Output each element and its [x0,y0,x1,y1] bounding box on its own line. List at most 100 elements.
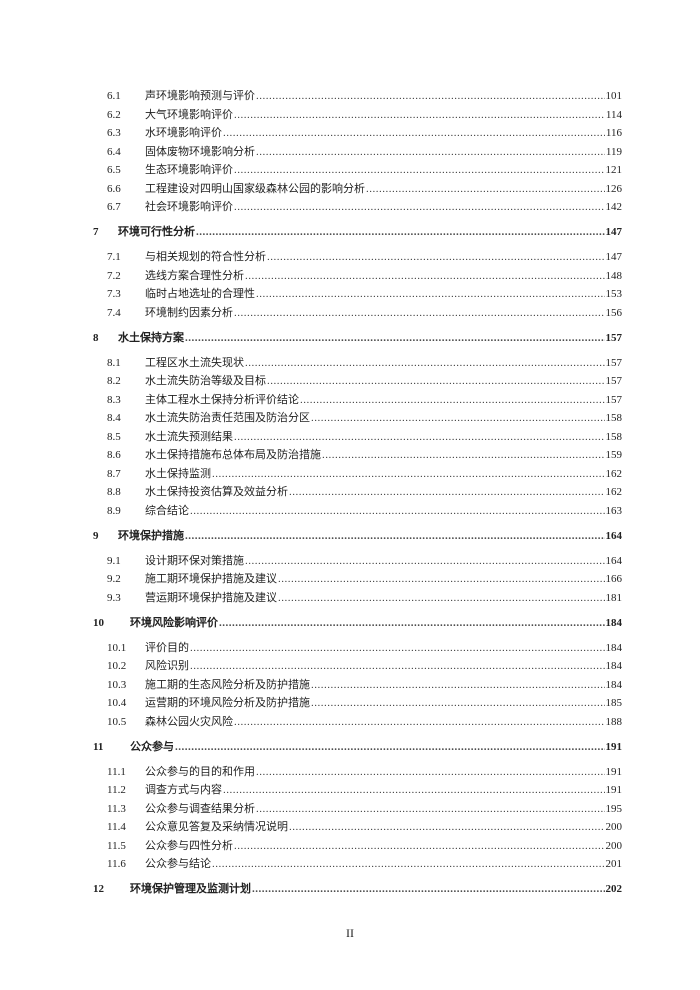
toc-section-entry[interactable]: 7.1 与相关规划的符合性分析 147 [93,248,622,267]
entry-number: 8 [93,331,99,344]
entry-number: 11 [93,740,104,753]
dot-leader [256,143,605,162]
dot-leader [322,446,605,465]
toc-section-entry[interactable]: 7.2 选线方案合理性分析 148 [93,267,622,286]
toc-chapter-entry[interactable]: 10 环境风险影响评价 184 [93,614,622,633]
dot-leader [289,483,605,502]
entry-page: 157 [605,375,623,387]
dot-leader [311,694,605,713]
toc-section-entry[interactable]: 8.2 水土流失防治等级及目标 157 [93,372,622,391]
toc-section-entry[interactable]: 7.4 环境制约因素分析 156 [93,304,622,323]
toc-section-entry[interactable]: 6.1 声环境影响预测与评价 101 [93,87,622,106]
entry-number: 9.2 [107,573,121,585]
toc-section-entry[interactable]: 11.6 公众参与结论 201 [93,855,622,874]
entry-page: 202 [605,883,623,895]
entry-page: 142 [605,201,623,213]
dot-leader [234,161,605,180]
entry-page: 157 [605,331,623,344]
entry-title: 公众参与 [130,740,174,753]
entry-number: 8.3 [107,393,121,406]
toc-section-entry[interactable]: 11.3 公众参与调查结果分析 195 [93,800,622,819]
dot-leader [256,285,605,304]
entry-page: 162 [605,467,623,480]
dot-leader [234,198,605,217]
toc-section-entry[interactable]: 8.7 水土保持监测 162 [93,465,622,484]
entry-number: 6.4 [107,145,121,158]
entry-title: 施工期的生态风险分析及防护措施 [145,678,310,691]
entry-page: 166 [605,573,623,585]
entry-number: 7.1 [107,251,121,263]
toc-section-entry[interactable]: 9.1 设计期环保对策措施 164 [93,552,622,571]
toc-section-entry[interactable]: 10.4 运营期的环境风险分析及防护措施 185 [93,694,622,713]
entry-page: 184 [605,641,623,654]
toc-section-entry[interactable]: 9.2 施工期环境保护措施及建议 166 [93,570,622,589]
toc-section-entry[interactable]: 11.4 公众意见答复及采纳情况说明 200 [93,818,622,837]
toc-section-entry[interactable]: 8.3 主体工程水土保持分析评价结论 157 [93,391,622,410]
entry-title: 水土流失防治等级及目标 [145,375,266,387]
dot-leader [223,124,605,143]
dot-leader [366,180,605,199]
dot-leader [175,738,605,757]
entry-number: 10 [93,616,104,629]
dot-leader [278,570,605,589]
entry-page: 162 [605,486,623,498]
entry-title: 评价目的 [145,641,189,654]
dot-leader [212,465,605,484]
entry-number: 6.7 [107,201,121,213]
toc-chapter-entry[interactable]: 8 水土保持方案 157 [93,329,622,348]
entry-number: 6.2 [107,108,121,121]
dot-leader [190,657,605,676]
entry-number: 6.1 [107,90,121,102]
entry-title: 临时占地选址的合理性 [145,288,255,300]
entry-title: 营运期环境保护措施及建议 [145,591,277,604]
toc-section-entry[interactable]: 11.5 公众参与四性分析 200 [93,837,622,856]
toc-section-entry[interactable]: 8.8 水土保持投资估算及效益分析 162 [93,483,622,502]
toc-section-entry[interactable]: 6.3 水环境影响评价 116 [93,124,622,143]
toc-section-entry[interactable]: 6.6 工程建设对四明山国家级森林公园的影响分析 126 [93,180,622,199]
toc-chapter-entry[interactable]: 12 环境保护管理及监测计划 202 [93,880,622,899]
dot-leader [223,781,605,800]
entry-page: 114 [605,108,622,121]
dot-leader [185,527,605,546]
entry-page: 184 [605,616,623,629]
toc-chapter-entry[interactable]: 11 公众参与 191 [93,738,622,757]
toc-section-entry[interactable]: 11.2 调查方式与内容 191 [93,781,622,800]
dot-leader [234,304,605,323]
entry-title: 工程区水土流失现状 [145,356,244,369]
toc-section-entry[interactable]: 9.3 营运期环境保护措施及建议 181 [93,589,622,608]
toc-section-entry[interactable]: 8.9 综合结论 163 [93,502,622,521]
entry-page: 156 [605,306,623,319]
entry-number: 10.1 [107,641,127,654]
entry-page: 191 [605,784,623,796]
entry-page: 158 [605,412,623,424]
entry-number: 6.6 [107,182,121,195]
entry-title: 公众参与结论 [145,858,211,870]
toc-section-entry[interactable]: 6.7 社会环境影响评价 142 [93,198,622,217]
toc-section-entry[interactable]: 6.5 生态环境影响评价 121 [93,161,622,180]
toc-section-entry[interactable]: 10.5 森林公园火灾风险 188 [93,713,622,732]
entry-number: 7.4 [107,306,121,319]
toc-section-entry[interactable]: 8.1 工程区水土流失现状 157 [93,354,622,373]
toc-section-entry[interactable]: 8.5 水土流失预测结果 158 [93,428,622,447]
entry-number: 12 [93,883,104,895]
toc-section-entry[interactable]: 10.3 施工期的生态风险分析及防护措施 184 [93,676,622,695]
dot-leader [245,354,605,373]
entry-number: 11.4 [107,821,126,833]
toc-section-entry[interactable]: 8.4 水土流失防治责任范围及防治分区 158 [93,409,622,428]
entry-number: 8.2 [107,375,121,387]
entry-number: 6.3 [107,127,121,139]
toc-chapter-entry[interactable]: 7 环境可行性分析 147 [93,223,622,242]
toc-chapter-entry[interactable]: 9 环境保护措施 164 [93,527,622,546]
toc-section-entry[interactable]: 6.4 固体废物环境影响分析 119 [93,143,622,162]
dot-leader [289,818,605,837]
toc-section-entry[interactable]: 11.1 公众参与的目的和作用 191 [93,763,622,782]
toc-section-entry[interactable]: 10.2 风险识别 184 [93,657,622,676]
entry-number: 10.5 [107,715,127,728]
entry-page: 163 [605,504,623,517]
toc-section-entry[interactable]: 10.1 评价目的 184 [93,639,622,658]
toc-section-entry[interactable]: 8.6 水土保持措施布总体布局及防治措施 159 [93,446,622,465]
toc-section-entry[interactable]: 7.3 临时占地选址的合理性 153 [93,285,622,304]
dot-leader [234,713,605,732]
toc-section-entry[interactable]: 6.2 大气环境影响评价 114 [93,106,622,125]
entry-number: 8.5 [107,430,121,443]
